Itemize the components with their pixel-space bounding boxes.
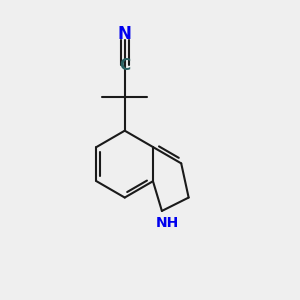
Text: N: N: [118, 25, 132, 43]
Text: C: C: [119, 58, 130, 73]
Text: NH: NH: [156, 216, 179, 230]
